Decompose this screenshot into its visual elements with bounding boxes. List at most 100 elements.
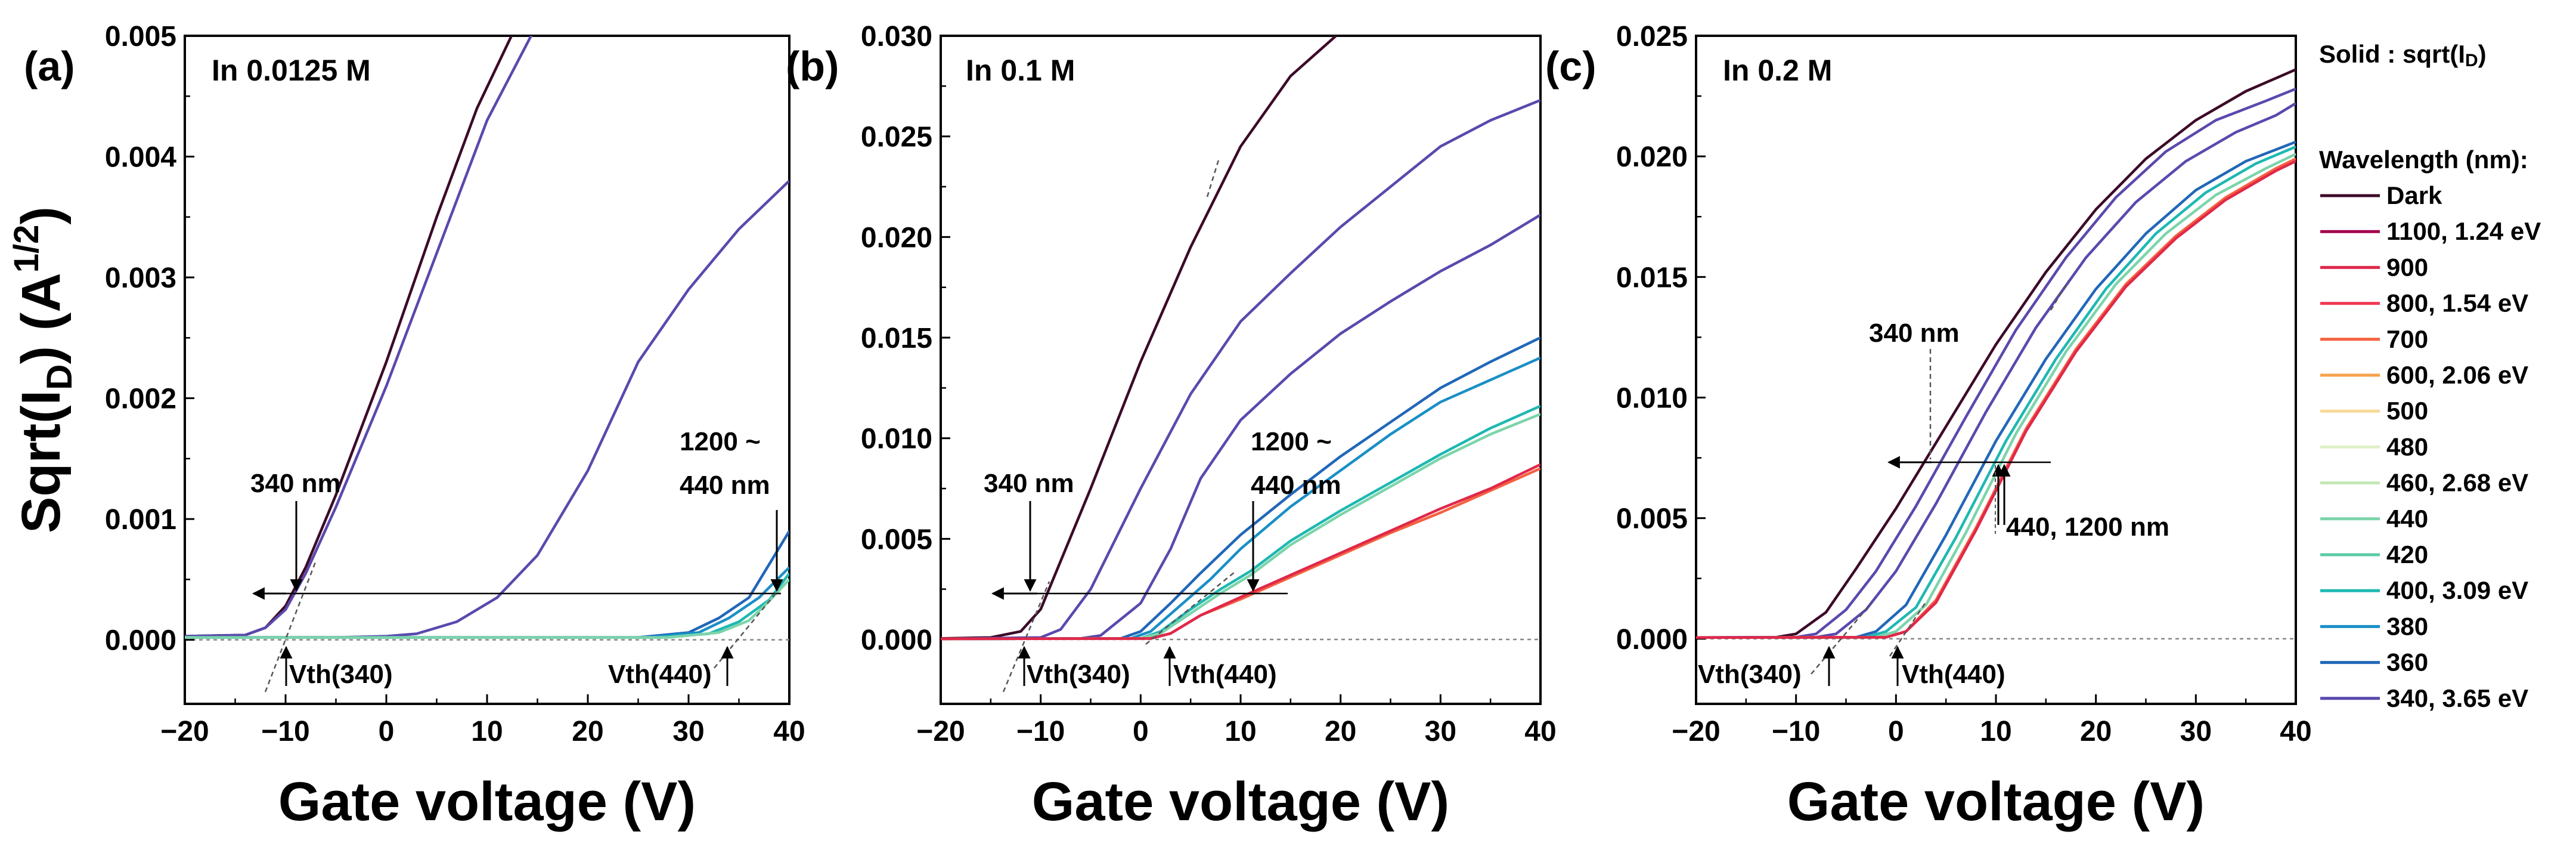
extrapolation-440 — [1145, 572, 1235, 645]
series-line — [1696, 140, 2296, 639]
x-tick-label: 40 — [1524, 716, 1556, 747]
label-440nm: 440 nm — [1251, 471, 1341, 500]
panel-label: (c) — [1545, 43, 1597, 89]
vth-440-label: Vth(440) — [1173, 660, 1277, 689]
x-tick-label: 0 — [1888, 716, 1904, 747]
series-line — [185, 530, 789, 639]
series-line — [941, 214, 1540, 641]
legend-header: Solid : sqrt(ID) — [2319, 40, 2487, 70]
y-tick-label: 0.010 — [1616, 382, 1688, 414]
label-1200: 1200 ~ — [1251, 427, 1332, 456]
label-340nm: 340 nm — [1869, 319, 1960, 348]
legend-entry-label: 700 — [2386, 325, 2428, 353]
plot-frame — [940, 35, 1542, 705]
series-line — [1696, 160, 2296, 639]
panel-condition: In 0.1 M — [966, 54, 1075, 87]
vth-340-label: Vth(340) — [1698, 660, 1802, 689]
y-tick-label: 0.004 — [105, 142, 176, 174]
extrapolation-dark — [1206, 157, 1220, 197]
extrapolation-dark — [2050, 280, 2070, 311]
extrapolation-340 — [1811, 602, 1873, 675]
panel-b-axes: −20 −10 0 10 20 30 40 0.000 0.005 0.010 0.015 0.020… — [861, 21, 1557, 747]
extrapolation-340 — [264, 560, 317, 693]
y-tick-label: 0.010 — [861, 424, 932, 455]
series-line — [1696, 153, 2296, 639]
panel-a-annotations: 340 nm 1200 ~ 440 nm Vth(340) Vth(440) — [250, 427, 783, 693]
y-tick-label: 0.000 — [1616, 624, 1688, 656]
series-line — [1696, 102, 2296, 639]
y-tick-label: 0.000 — [861, 625, 932, 656]
x-tick-label: 20 — [2080, 716, 2112, 747]
panel-a-series — [185, 36, 789, 639]
vth-440-label: Vth(440) — [1902, 660, 2005, 689]
x-tick-label: 0 — [1133, 716, 1149, 747]
x-tick-label: 20 — [1325, 716, 1356, 747]
y-tick-label: 0.005 — [861, 524, 932, 555]
x-tick-label: 30 — [672, 716, 704, 747]
series-line — [941, 36, 1338, 640]
label-340nm: 340 nm — [984, 469, 1074, 498]
legend-entry-label: 900 — [2386, 253, 2428, 281]
series-line — [185, 36, 533, 638]
legend-entry-label: 500 — [2386, 397, 2428, 425]
legend-entry-label: 380 — [2386, 612, 2428, 640]
y-tick-label: 0.002 — [105, 384, 176, 415]
x-axis-title: Gate voltage (V) — [1032, 771, 1449, 832]
x-axis-title: Gate voltage (V) — [1787, 771, 2205, 832]
panel-c-annotations: 340 nm 440, 1200 nm Vth(340) Vth(440) — [1698, 280, 2169, 689]
x-tick-label: 10 — [1980, 716, 2011, 747]
y-tick-label: 0.005 — [1616, 503, 1688, 535]
panel-label: (b) — [786, 43, 839, 89]
y-tick-label: 0.015 — [861, 323, 932, 354]
series-line — [941, 98, 1540, 641]
y-tick-label: 0.025 — [1616, 21, 1688, 52]
series-line — [1696, 157, 2296, 639]
panel-condition: In 0.2 M — [1723, 54, 1832, 87]
label-1200: 1200 ~ — [680, 427, 761, 456]
vth-440-label: Vth(440) — [608, 660, 712, 689]
series-line — [185, 180, 789, 639]
vth-340-label: Vth(340) — [1027, 660, 1130, 689]
x-tick-label: 10 — [471, 716, 503, 747]
legend-entry-label: 400, 3.09 eV — [2386, 576, 2528, 604]
series-line — [1696, 68, 2296, 639]
x-tick-label: 30 — [1425, 716, 1456, 747]
panel-a: −20 −10 0 10 20 30 40 0.000 0.001 0.002 0.003 0.004… — [24, 21, 805, 832]
legend: Solid : sqrt(ID) Wavelength (nm): Dark 11… — [2319, 40, 2541, 712]
legend-entry-label: 440 — [2386, 505, 2428, 533]
x-tick-label: −10 — [1016, 716, 1065, 747]
label-440-1200nm: 440, 1200 nm — [2006, 512, 2169, 542]
panel-a-axes: −20 −10 0 10 20 30 40 0.000 0.001 0.002 0.003 0.004… — [105, 21, 805, 747]
label-340nm: 340 nm — [250, 469, 341, 498]
y-tick-label: 0.000 — [105, 625, 176, 657]
plot-frame — [1695, 35, 2297, 705]
y-tick-label: 0.005 — [105, 21, 176, 52]
series-line — [941, 356, 1540, 641]
legend-entry-label: 340, 3.65 eV — [2386, 684, 2528, 712]
x-tick-label: 30 — [2180, 716, 2212, 747]
panel-b: −20 −10 0 10 20 30 40 0.000 0.005 0.010 0.015 0.020… — [786, 21, 1557, 832]
x-tick-label: 40 — [2280, 716, 2311, 747]
y-tick-label: 0.020 — [861, 222, 932, 254]
panel-c: −20 −10 0 10 20 30 40 0.000 0.005 0.010 0.015 0.020… — [1545, 21, 2312, 832]
x-tick-label: 20 — [572, 716, 603, 747]
panel-label: (a) — [24, 43, 75, 89]
series-line — [1696, 87, 2296, 639]
x-tick-label: 40 — [773, 716, 805, 747]
legend-title: Wavelength (nm): — [2319, 146, 2528, 174]
panel-b-annotations: 340 nm 1200 ~ 440 nm Vth(340) Vth(440) — [984, 157, 1341, 693]
panel-b-series — [941, 36, 1540, 641]
x-axis-title: Gate voltage (V) — [278, 771, 696, 832]
y-tick-label: 0.030 — [861, 21, 932, 52]
vth-340-label: Vth(340) — [289, 660, 393, 689]
x-tick-label: 10 — [1225, 716, 1256, 747]
x-tick-label: 0 — [379, 716, 395, 747]
legend-entry-label: Dark — [2386, 181, 2442, 209]
panel-condition: In 0.0125 M — [212, 54, 371, 87]
series-line — [941, 413, 1540, 641]
y-tick-label: 0.003 — [105, 262, 176, 294]
legend-entry-label: 600, 2.06 eV — [2386, 361, 2528, 389]
series-line — [941, 404, 1540, 641]
series-line — [941, 463, 1540, 641]
